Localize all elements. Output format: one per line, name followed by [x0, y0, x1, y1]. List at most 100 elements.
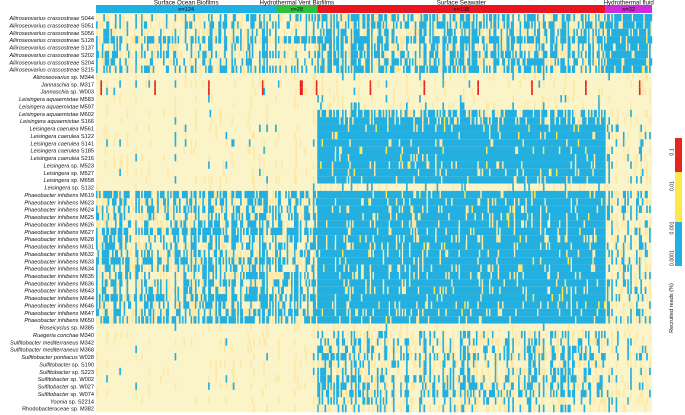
heatmap-cell	[571, 65, 576, 74]
heatmap-cell	[628, 330, 631, 339]
heatmap-cell	[638, 139, 641, 147]
heatmap-cell	[273, 308, 276, 317]
heatmap-cell	[197, 308, 200, 317]
heatmap-cell	[193, 257, 196, 265]
heatmap-cell	[125, 264, 130, 273]
heatmap-cell	[397, 213, 413, 221]
heatmap-cell	[388, 227, 392, 236]
heatmap-cell	[461, 360, 465, 369]
heatmap-cell	[344, 58, 347, 66]
heatmap-cell	[484, 124, 490, 133]
heatmap-cell	[317, 316, 340, 324]
heatmap-cell	[277, 286, 280, 295]
heatmap-cell	[263, 58, 266, 66]
heatmap-cell	[458, 58, 465, 66]
heatmap-cell	[199, 50, 201, 59]
heatmap-cell	[298, 301, 300, 310]
heatmap-cell	[635, 176, 638, 184]
heatmap-cell	[448, 102, 450, 111]
heatmap-cell	[279, 249, 282, 258]
heatmap-cell	[381, 360, 383, 369]
heatmap-cell	[190, 146, 193, 155]
heatmap-cell	[330, 397, 332, 405]
heatmap-cell	[634, 21, 637, 30]
heatmap-cell	[573, 21, 576, 30]
heatmap-cell	[397, 242, 402, 251]
heatmap-cell	[419, 213, 421, 221]
heatmap-cell	[307, 294, 309, 302]
heatmap-cell	[420, 80, 423, 89]
heatmap-cell	[442, 375, 445, 383]
heatmap-cell	[519, 21, 522, 30]
heatmap-cell	[598, 14, 600, 22]
heatmap-cell	[238, 257, 242, 265]
heatmap-cell	[606, 28, 610, 37]
heatmap-cell	[606, 213, 610, 221]
heatmap-cell	[119, 58, 121, 66]
heatmap-cell	[119, 301, 121, 310]
heatmap-cell	[133, 220, 136, 229]
heatmap-cell	[571, 353, 574, 361]
heatmap-cell	[635, 308, 641, 317]
heatmap-cell	[259, 271, 266, 280]
heatmap-cell	[500, 131, 519, 140]
heatmap-cell	[152, 308, 155, 317]
heatmap-cell	[509, 220, 514, 229]
heatmap-cell	[119, 242, 123, 251]
heatmap-cell	[470, 227, 472, 236]
heatmap-cell	[356, 271, 359, 280]
heatmap-cell	[341, 72, 344, 81]
heatmap-cell	[272, 190, 274, 199]
heatmap-cell	[538, 338, 541, 346]
heatmap-cell	[231, 50, 234, 59]
heatmap-cell	[472, 353, 477, 361]
heatmap-cell	[423, 43, 427, 52]
heatmap-cell	[577, 36, 587, 44]
heatmap-cell	[561, 345, 565, 354]
heatmap-cell	[419, 95, 421, 103]
heatmap-cell	[480, 109, 482, 118]
heatmap-cell	[277, 338, 280, 346]
heatmap-cell	[424, 183, 427, 192]
heatmap-cell	[193, 58, 196, 66]
heatmap-cell	[641, 65, 644, 74]
heatmap-cell	[141, 279, 143, 288]
heatmap-cell	[327, 50, 332, 59]
heatmap-cell	[606, 279, 610, 288]
heatmap-cell	[617, 109, 619, 118]
heatmap-cell	[400, 323, 402, 332]
heatmap-cell	[324, 65, 328, 74]
heatmap-cell	[455, 235, 458, 243]
heatmap-cell	[574, 360, 577, 369]
heatmap-cell	[135, 316, 137, 324]
heatmap-cell	[337, 50, 340, 59]
heatmap-cell	[587, 176, 606, 184]
heatmap-cell	[369, 286, 372, 295]
heatmap-cell	[194, 36, 197, 44]
heatmap-cell	[502, 36, 504, 44]
heatmap-cell	[279, 301, 283, 310]
heatmap-cell	[203, 43, 207, 52]
heatmap-cell	[502, 28, 504, 37]
heatmap-cell	[330, 367, 332, 376]
heatmap-cell	[459, 316, 466, 324]
heatmap-cell	[174, 213, 177, 221]
heatmap-cell	[275, 124, 277, 133]
heatmap-cell	[423, 264, 431, 273]
heatmap-cell	[374, 168, 376, 177]
heatmap-cell	[560, 389, 565, 398]
heatmap-cell	[608, 131, 610, 140]
heatmap-cell	[545, 389, 548, 398]
heatmap-cell	[371, 220, 375, 229]
heatmap-cell	[406, 87, 408, 96]
heatmap-cell	[302, 308, 306, 317]
heatmap-cell	[512, 205, 514, 214]
heatmap-cell	[577, 139, 580, 147]
heatmap-cell	[423, 205, 427, 214]
heatmap-cell	[331, 345, 334, 354]
heatmap-cell	[231, 242, 236, 251]
heatmap-cell	[226, 190, 229, 199]
heatmap-cell	[523, 43, 526, 52]
heatmap-cell	[336, 14, 338, 22]
heatmap-cell	[580, 375, 583, 383]
